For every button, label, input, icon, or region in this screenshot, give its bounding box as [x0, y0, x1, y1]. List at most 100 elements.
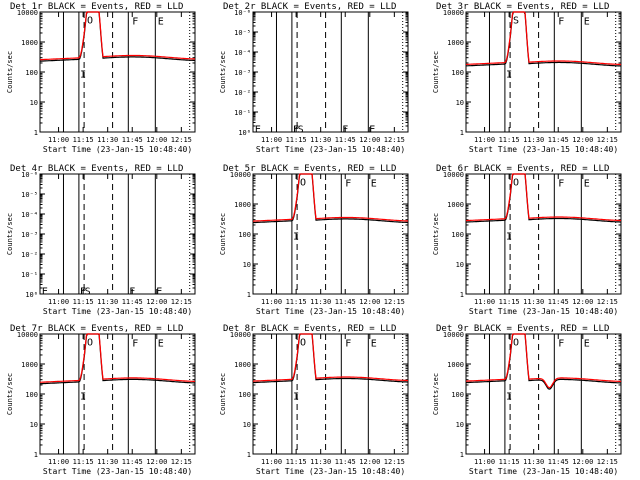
x-tick-label: 12:15: [597, 136, 618, 144]
x-tick-label: 11:45: [335, 298, 356, 306]
y-tick-label: 1: [460, 129, 464, 137]
series-events-line: [40, 333, 195, 385]
y-axis-label: Counts/sec: [219, 213, 227, 255]
marker-label: I: [506, 231, 512, 242]
x-tick-label: 11:45: [122, 458, 143, 466]
marker-label: F: [129, 287, 135, 298]
x-tick-label: 11:15: [499, 298, 520, 306]
y-tick-label: 10⁶: [25, 291, 38, 299]
y-tick-label: 10000: [443, 171, 464, 179]
panel-title: Det 2r BLACK = Events, RED = LLD: [223, 2, 396, 12]
x-axis-label: Start Time (23-Jan-15 10:48:40): [256, 307, 405, 316]
series-events-line: [40, 11, 196, 62]
y-tick-label: 10⁻⁵: [21, 191, 38, 199]
y-tick-label: 10⁻²: [21, 251, 38, 259]
x-axis-label: Start Time (23-Jan-15 10:48:40): [256, 467, 405, 476]
marker-label: O: [87, 337, 93, 348]
x-tick-label: 12:15: [171, 136, 192, 144]
x-tick-label: 11:00: [474, 458, 495, 466]
y-tick-label: 10000: [443, 9, 464, 17]
y-tick-label: 1000: [447, 201, 464, 209]
marker-label: O: [513, 177, 519, 188]
x-tick-label: 11:15: [73, 298, 94, 306]
marker-label: E: [584, 339, 590, 350]
x-tick-label: 12:15: [171, 298, 192, 306]
x-tick-label: 11:45: [335, 136, 356, 144]
y-tick-label: 1000: [21, 361, 38, 369]
marker-label: O: [87, 15, 93, 26]
y-tick-label: 10⁻³: [234, 69, 251, 77]
y-tick-label: 10⁻²: [234, 89, 251, 97]
x-axis-label: Start Time (23-Jan-15 10:48:40): [43, 307, 192, 316]
y-tick-label: 1: [34, 129, 38, 137]
series-lld-line: [39, 333, 195, 383]
x-tick-label: 11:45: [548, 458, 569, 466]
x-axis-label: Start Time (23-Jan-15 10:48:40): [43, 467, 192, 476]
y-tick-label: 1000: [234, 361, 251, 369]
y-tick-label: 10⁻⁶: [234, 9, 251, 17]
series-lld-line: [466, 333, 621, 389]
marker-label: S: [85, 287, 91, 298]
y-tick-label: 10000: [443, 331, 464, 339]
x-tick-label: 12:00: [572, 458, 593, 466]
y-axis-label: Counts/sec: [432, 373, 440, 415]
y-tick-label: 1000: [447, 39, 464, 47]
x-tick-label: 11:45: [548, 298, 569, 306]
y-tick-label: 10: [30, 421, 38, 429]
panel-det-3: Det 3r BLACK = Events, RED = LLD 1 10 100 10…: [432, 2, 622, 154]
y-tick-label: 10⁻⁶: [21, 171, 38, 179]
y-tick-label: 1: [460, 451, 464, 459]
x-tick-label: 11:30: [97, 136, 118, 144]
panel-det-4: Det 4r BLACK = Events, RED = LLD 10⁶ 10⁻¹ 1…: [6, 164, 196, 316]
x-axis-label: Start Time (23-Jan-15 10:48:40): [469, 467, 618, 476]
marker-label: E: [371, 179, 377, 190]
x-tick-label: 11:00: [474, 136, 495, 144]
series-events-line: [252, 333, 408, 384]
x-tick-label: 11:15: [286, 458, 307, 466]
panel-det-1: Det 1r BLACK = Events, RED = LLD 1 10 100 10…: [6, 2, 196, 154]
marker-label: I: [293, 231, 299, 242]
x-tick-label: 11:00: [48, 136, 69, 144]
x-axis-label: Start Time (23-Jan-15 10:48:40): [43, 145, 192, 154]
x-tick-label: 11:15: [286, 298, 307, 306]
y-tick-label: 10: [30, 99, 38, 107]
marker-label: F: [132, 339, 138, 350]
y-tick-label: 10: [243, 261, 251, 269]
x-tick-label: 11:45: [122, 298, 143, 306]
x-tick-label: 12:00: [146, 298, 167, 306]
x-tick-label: 12:00: [146, 458, 167, 466]
marker-label: F: [80, 287, 86, 298]
x-tick-label: 11:00: [48, 298, 69, 306]
y-tick-label: 100: [238, 231, 251, 239]
y-tick-label: 1000: [21, 39, 38, 47]
y-tick-label: 10⁶: [238, 129, 251, 137]
y-tick-label: 100: [238, 391, 251, 399]
x-axis-label: Start Time (23-Jan-15 10:48:40): [469, 145, 618, 154]
marker-label: F: [345, 339, 351, 350]
marker-label: S: [298, 125, 304, 136]
x-tick-label: 12:15: [597, 458, 618, 466]
y-tick-label: 1000: [234, 201, 251, 209]
series-lld-line: [253, 333, 408, 382]
x-tick-label: 11:30: [310, 458, 331, 466]
x-tick-label: 11:00: [261, 458, 282, 466]
marker-label: O: [513, 337, 519, 348]
panel-title: Det 8r BLACK = Events, RED = LLD: [223, 324, 396, 334]
panel-det-9: Det 9r BLACK = Events, RED = LLD 1 10 100 10…: [432, 324, 622, 476]
x-tick-label: 11:30: [523, 298, 544, 306]
marker-label: E: [158, 17, 164, 28]
marker-label: E: [584, 17, 590, 28]
y-tick-label: 10: [456, 99, 464, 107]
panel-title: Det 1r BLACK = Events, RED = LLD: [10, 2, 183, 12]
x-tick-label: 12:00: [146, 136, 167, 144]
y-tick-label: 1: [460, 291, 464, 299]
y-tick-label: 10000: [17, 331, 38, 339]
y-axis-label: Counts/sec: [6, 213, 14, 255]
marker-label: O: [300, 177, 306, 188]
y-tick-label: 100: [25, 391, 38, 399]
y-tick-label: 100: [451, 69, 464, 77]
x-tick-label: 11:00: [261, 298, 282, 306]
x-tick-label: 12:00: [572, 136, 593, 144]
y-tick-label: 10⁻⁵: [234, 29, 251, 37]
